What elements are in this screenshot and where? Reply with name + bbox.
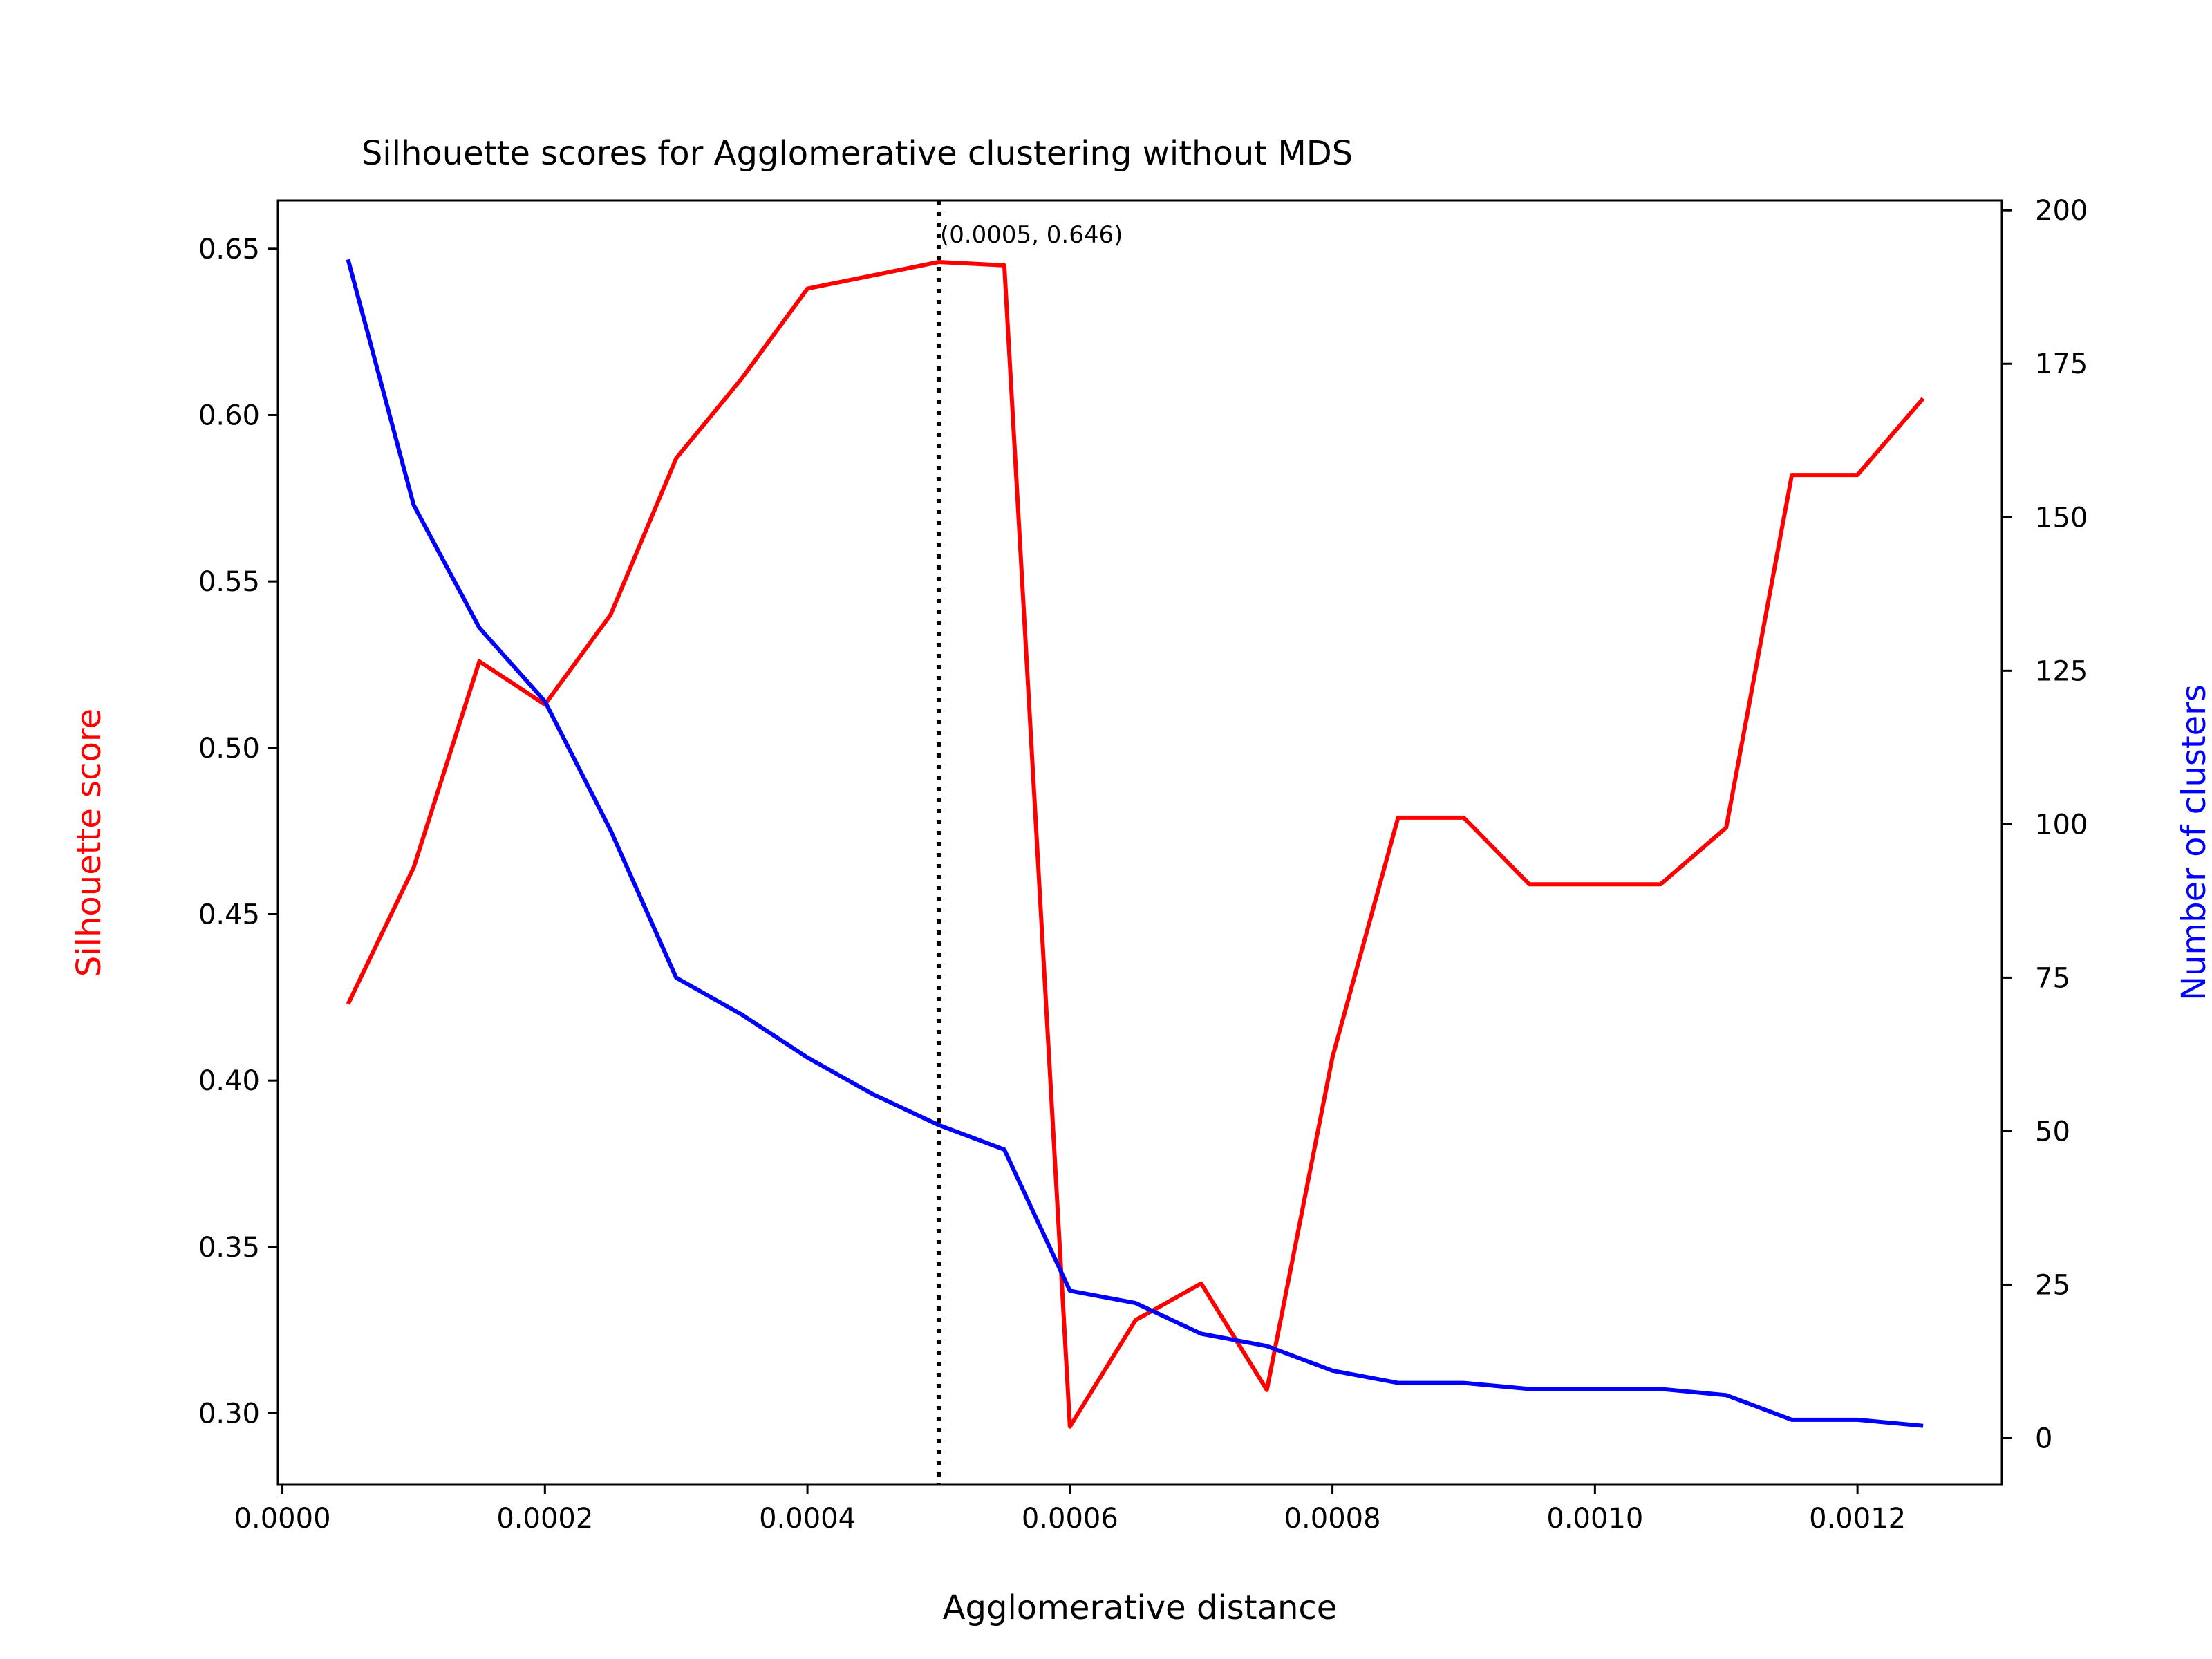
y-right-tick-label: 200 bbox=[2035, 195, 2088, 227]
y-right-tick-label: 25 bbox=[2035, 1269, 2070, 1301]
x-tick-label: 0.0006 bbox=[1022, 1503, 1118, 1535]
y-left-tick-label: 0.45 bbox=[198, 899, 260, 930]
x-tick-label: 0.0002 bbox=[496, 1503, 593, 1535]
y-left-tick-label: 0.35 bbox=[198, 1232, 260, 1264]
x-axis-label: Agglomerative distance bbox=[943, 1588, 1338, 1627]
y-right-tick-label: 150 bbox=[2035, 502, 2088, 534]
y-left-tick-label: 0.60 bbox=[198, 400, 260, 431]
axes-frame bbox=[276, 199, 2003, 1486]
y-left-tick-label: 0.30 bbox=[198, 1398, 260, 1430]
y-left-tick-label: 0.50 bbox=[198, 733, 260, 765]
y-right-tick-label: 75 bbox=[2035, 962, 2070, 994]
y-right-tick-label: 100 bbox=[2035, 809, 2088, 841]
y-axis-left-label: Silhouette score bbox=[70, 709, 109, 977]
x-tick-label: 0.0012 bbox=[1809, 1503, 1906, 1535]
y-right-tick-label: 175 bbox=[2035, 348, 2088, 380]
annotation-label: (0.0005, 0.646) bbox=[940, 221, 1123, 249]
x-tick-label: 0.0000 bbox=[234, 1503, 331, 1535]
chart-marks: (0.0005, 0.646) bbox=[346, 200, 1925, 1485]
y-right-tick-label: 50 bbox=[2035, 1116, 2070, 1147]
axis-ticks: 0.0000 0.0002 0.0004 0.0006 0.0008 0.0010 0.00… bbox=[198, 195, 2088, 1535]
y-left-tick-label: 0.65 bbox=[198, 234, 260, 265]
x-tick-label: 0.0008 bbox=[1284, 1503, 1381, 1535]
y-axis-right-label: Number of clusters bbox=[2175, 684, 2212, 1001]
series-line-silhouette-score bbox=[346, 260, 1925, 1429]
y-right-tick-label: 0 bbox=[2035, 1423, 2052, 1455]
y-left-tick-label: 0.55 bbox=[198, 566, 260, 598]
x-tick-label: 0.0010 bbox=[1546, 1503, 1643, 1535]
y-right-tick-label: 125 bbox=[2035, 655, 2088, 687]
series-line-number-of-clusters bbox=[346, 259, 1924, 1428]
chart-title: Silhouette scores for Agglomerative clus… bbox=[362, 134, 1353, 173]
x-tick-label: 0.0004 bbox=[759, 1503, 856, 1535]
y-left-tick-label: 0.40 bbox=[198, 1065, 260, 1097]
